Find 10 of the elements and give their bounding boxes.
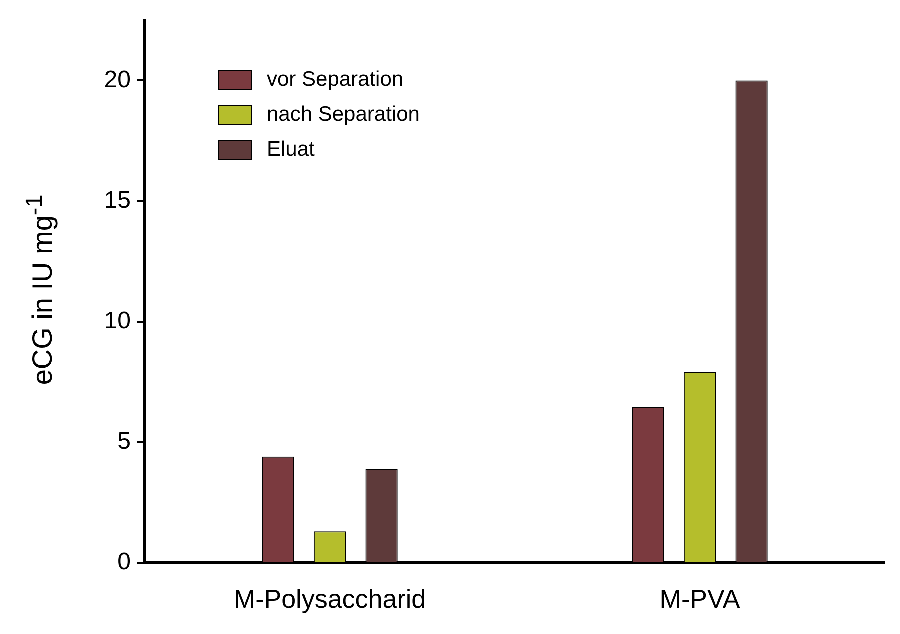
legend-label: Eluat [267, 138, 315, 162]
legend-label: nach Separation [267, 102, 420, 126]
x-tick-label: M-Polysaccharid [234, 584, 426, 614]
y-tick-label: 15 [104, 186, 131, 214]
y-tick-label: 0 [118, 548, 131, 576]
x-tick-label: M-PVA [660, 584, 741, 614]
y-tick-label: 5 [118, 428, 131, 456]
y-tick-label: 10 [104, 307, 131, 334]
y-tick-label: 20 [104, 66, 131, 94]
legend-label: vor Separation [267, 68, 404, 92]
